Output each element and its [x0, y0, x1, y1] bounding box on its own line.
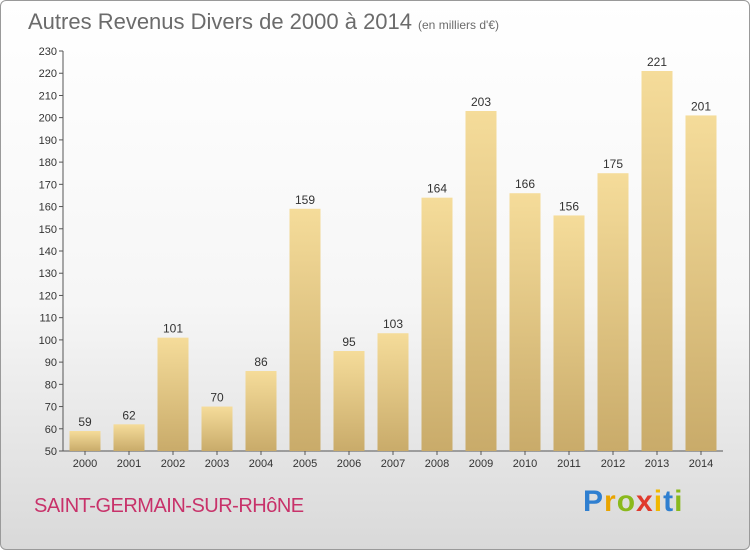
y-tick-label: 160 [39, 202, 57, 214]
y-tick-label: 90 [45, 357, 57, 369]
bar-value-label: 101 [163, 322, 183, 336]
bar [69, 431, 101, 451]
y-tick-label: 200 [39, 113, 57, 125]
bars: 59 62 101 70 86 159 95 103 164 203 166 156 175 221 201 [69, 55, 717, 451]
x-tick-label: 2011 [557, 458, 581, 470]
bar-value-label: 175 [603, 157, 623, 171]
y-tick-label: 130 [39, 268, 57, 280]
bar-value-label: 70 [210, 391, 224, 405]
proxiti-logo: Proxiti [583, 485, 684, 518]
bar-value-label: 62 [122, 408, 136, 422]
bar [685, 115, 717, 451]
bar [113, 424, 145, 451]
title-text: Autres Revenus Divers de 2000 à 2014 [28, 9, 413, 34]
x-tick-label: 2000 [73, 458, 97, 470]
x-tick-label: 2004 [249, 458, 273, 470]
bar-value-label: 95 [342, 335, 356, 349]
bar [509, 193, 541, 451]
x-tick-label: 2010 [513, 458, 537, 470]
x-tick-label: 2001 [117, 458, 141, 470]
y-tick-label: 150 [39, 224, 57, 236]
y-tick-label: 50 [45, 446, 57, 458]
bar-value-label: 156 [559, 199, 579, 213]
bar [553, 215, 585, 451]
x-tick-label: 2005 [293, 458, 317, 470]
bar [465, 111, 497, 451]
bar-value-label: 166 [515, 177, 535, 191]
x-tick-label: 2008 [425, 458, 449, 470]
bar [641, 71, 673, 451]
bar-value-label: 59 [78, 415, 92, 429]
y-tick-label: 100 [39, 335, 57, 347]
bar [597, 173, 629, 451]
bar-value-label: 201 [691, 99, 711, 113]
y-tick-label: 80 [45, 379, 57, 391]
bar-value-label: 203 [471, 95, 491, 109]
axes: 50 60 70 80 90 100 110 120 130 140 150 160 170 180 190… [39, 46, 723, 470]
bar [157, 337, 189, 451]
x-tick-label: 2012 [601, 458, 625, 470]
y-tick-label: 70 [45, 402, 57, 414]
chart-title: Autres Revenus Divers de 2000 à 2014 (en … [28, 9, 499, 35]
y-tick-label: 110 [39, 313, 57, 325]
y-tick-label: 190 [39, 135, 57, 147]
y-tick-label: 180 [39, 157, 57, 169]
x-tick-label: 2002 [161, 458, 185, 470]
y-tick-label: 230 [39, 46, 57, 58]
chart-subtitle: (en milliers d'€) [418, 18, 499, 32]
y-tick-label: 140 [39, 246, 57, 258]
y-tick-label: 120 [39, 290, 57, 302]
bar [245, 371, 277, 451]
y-tick-label: 220 [39, 68, 57, 80]
x-tick-label: 2007 [381, 458, 405, 470]
x-tick-label: 2006 [337, 458, 361, 470]
bar-value-label: 221 [647, 55, 667, 69]
bar-value-label: 159 [295, 193, 315, 207]
bar [421, 197, 453, 451]
bar [333, 351, 365, 451]
bar-value-label: 103 [383, 317, 403, 331]
y-tick-label: 210 [39, 90, 57, 102]
x-tick-label: 2009 [469, 458, 493, 470]
bar [289, 208, 321, 451]
bar-value-label: 86 [254, 355, 268, 369]
x-tick-label: 2013 [645, 458, 669, 470]
x-tick-label: 2014 [689, 458, 713, 470]
bar-value-label: 164 [427, 182, 447, 196]
location-label: SAINT-GERMAIN-SUR-RHôNE [34, 495, 304, 517]
bar [377, 333, 409, 451]
bar [201, 406, 233, 451]
y-tick-label: 60 [45, 424, 57, 436]
y-tick-label: 170 [39, 179, 57, 191]
x-tick-label: 2003 [205, 458, 229, 470]
